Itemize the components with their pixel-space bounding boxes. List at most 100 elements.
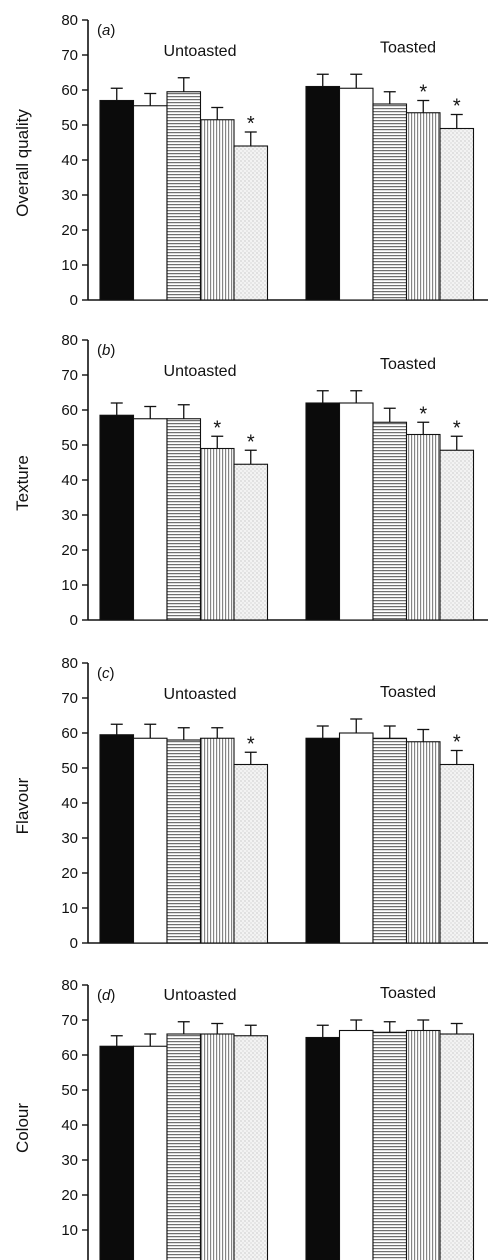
bar [99, 1045, 135, 1260]
panel-label: (b) [97, 342, 115, 359]
bar [439, 1033, 475, 1260]
y-tick-label: 40 [61, 1117, 78, 1134]
y-tick-label: 20 [61, 542, 78, 559]
significance-marker: * [453, 417, 461, 439]
bar [132, 1045, 168, 1260]
group-label: Toasted [380, 985, 436, 1002]
y-tick-label: 80 [61, 977, 78, 994]
bar [166, 418, 202, 621]
bar [132, 105, 168, 301]
group-label: Untoasted [164, 686, 237, 703]
y-tick-label: 70 [61, 1012, 78, 1029]
significance-marker: * [453, 96, 461, 118]
bar [199, 119, 235, 301]
bar [405, 112, 441, 301]
y-tick-label: 10 [61, 1222, 78, 1239]
y-tick-label: 30 [61, 507, 78, 524]
chart-panel-3: 0 10 20 30 40 50 60 70 80 Flavour (c) Untoasted * Toa… [13, 655, 488, 952]
chart-panel-2: 0 10 20 30 40 50 60 70 80 Texture (b) Untoasted * * To… [13, 332, 488, 629]
y-tick-label: 80 [61, 332, 78, 349]
bar [233, 145, 269, 301]
significance-marker: * [213, 417, 221, 439]
bar [405, 1029, 441, 1260]
group-label: Toasted [380, 39, 436, 56]
bar [166, 739, 202, 944]
y-axis-label: Colour [13, 1103, 32, 1153]
bar [233, 1035, 269, 1260]
y-tick-label: 60 [61, 402, 78, 419]
bar [99, 414, 135, 621]
group-label: Toasted [380, 356, 436, 373]
y-tick-label: 80 [61, 12, 78, 29]
group-label: Untoasted [164, 43, 237, 60]
y-tick-label: 70 [61, 690, 78, 707]
y-tick-label: 0 [70, 292, 78, 309]
y-axis-label: Overall quality [13, 109, 32, 217]
chart-panel-4: 0 10 20 30 40 50 60 70 80 Colour (d) Untoasted Toast… [13, 977, 475, 1260]
bar [305, 737, 341, 944]
bar [233, 463, 269, 621]
bar [305, 402, 341, 621]
y-tick-label: 50 [61, 1082, 78, 1099]
bar [166, 1033, 202, 1260]
bar [233, 763, 269, 944]
y-tick-label: 10 [61, 577, 78, 594]
significance-marker: * [453, 732, 461, 754]
significance-marker: * [247, 113, 255, 135]
y-tick-label: 30 [61, 1152, 78, 1169]
y-tick-label: 40 [61, 152, 78, 169]
bar [405, 741, 441, 944]
y-tick-label: 30 [61, 830, 78, 847]
bar [199, 737, 235, 944]
bar [305, 85, 341, 301]
y-tick-label: 20 [61, 865, 78, 882]
y-tick-label: 80 [61, 655, 78, 672]
group-label: Untoasted [164, 987, 237, 1004]
y-tick-label: 60 [61, 82, 78, 99]
bar [99, 99, 135, 301]
bar [439, 449, 475, 621]
bar [405, 433, 441, 621]
chart-panel-1: 0 10 20 30 40 50 60 70 80 Overall quality (a) Untoa… [13, 12, 488, 309]
bar [199, 1033, 235, 1260]
bar [199, 447, 235, 621]
y-tick-label: 40 [61, 472, 78, 489]
bar [439, 127, 475, 301]
significance-marker: * [247, 431, 255, 453]
significance-marker: * [247, 733, 255, 755]
bar [338, 87, 374, 301]
y-tick-label: 50 [61, 117, 78, 134]
bar [439, 763, 475, 944]
bar [338, 732, 374, 944]
bar [372, 421, 408, 621]
group-label: Toasted [380, 684, 436, 701]
bar [166, 91, 202, 301]
y-axis-label: Flavour [13, 777, 32, 834]
bar [372, 737, 408, 944]
y-tick-label: 20 [61, 1187, 78, 1204]
y-tick-label: 0 [70, 612, 78, 629]
bar [338, 402, 374, 621]
bar [305, 1036, 341, 1260]
bar [132, 418, 168, 621]
y-tick-label: 60 [61, 1047, 78, 1064]
group-label: Untoasted [164, 363, 237, 380]
y-tick-label: 20 [61, 222, 78, 239]
y-tick-label: 50 [61, 760, 78, 777]
panel-label: (d) [97, 987, 115, 1004]
bar [99, 734, 135, 944]
y-tick-label: 70 [61, 47, 78, 64]
significance-marker: * [419, 82, 427, 104]
panel-label: (c) [97, 665, 115, 682]
y-tick-label: 40 [61, 795, 78, 812]
y-tick-label: 10 [61, 900, 78, 917]
y-tick-label: 30 [61, 187, 78, 204]
bar [338, 1029, 374, 1260]
y-tick-label: 50 [61, 437, 78, 454]
bar [372, 103, 408, 301]
y-tick-label: 10 [61, 257, 78, 274]
panel-label: (a) [97, 22, 115, 39]
y-tick-label: 0 [70, 935, 78, 952]
y-axis-label: Texture [13, 455, 32, 511]
